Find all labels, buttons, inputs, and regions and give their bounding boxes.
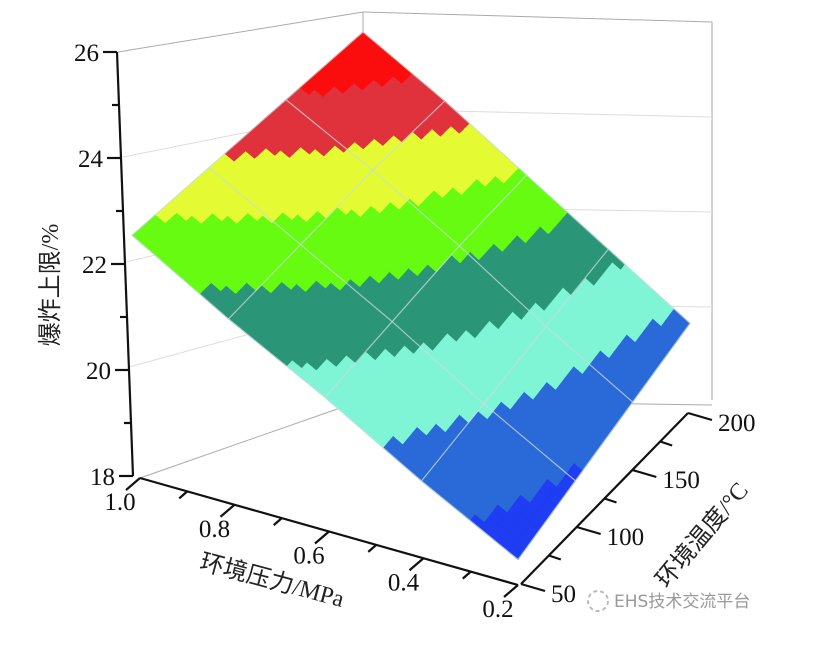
x-tick-label: 0.4 (388, 569, 420, 596)
mesh-line-pressure (228, 100, 446, 320)
y-tick-label: 100 (607, 524, 645, 551)
box-edge (362, 11, 713, 23)
z-tick-label: 24 (78, 146, 104, 173)
x-axis-tick (503, 584, 519, 598)
x-axis-tick (125, 477, 141, 491)
y-axis-tick (604, 497, 617, 504)
x-axis-tick (314, 530, 330, 545)
x-axis-tick (178, 490, 188, 500)
box-edge (117, 11, 364, 53)
y-axis-tick (687, 411, 713, 422)
x-axis-tick (408, 557, 425, 572)
surface (131, 31, 691, 561)
y-axis-tick (548, 554, 562, 561)
x-tick-label: 1.0 (104, 489, 135, 516)
z-tick-label: 20 (86, 358, 111, 385)
y-tick-label: 50 (551, 581, 576, 608)
y-tick-label: 150 (662, 467, 700, 494)
y-axis-tick (632, 468, 657, 479)
axes: 18 20 22 24 26 1.0 0.8 0.6 0.4 0.2 50 100 150 200 (74, 40, 756, 623)
y-tick-label: 200 (718, 410, 756, 437)
watermark-text: EHS技术交流平台 (614, 592, 750, 612)
y-axis-tick (659, 440, 673, 447)
z-axis-title: 爆炸上限/% (37, 224, 64, 347)
z-tick-label: 22 (82, 252, 107, 279)
surface-mesh (131, 31, 691, 560)
box-edge (139, 399, 364, 479)
y-axis-tick (576, 525, 601, 536)
x-tick-label: 0.2 (482, 596, 513, 623)
z-tick-label: 18 (90, 464, 115, 491)
y-axis-tick (520, 582, 546, 593)
mesh-line-pressure (421, 248, 609, 482)
x-axis-title: 环境压力/MPa (197, 549, 347, 613)
mesh-line-pressure (324, 174, 527, 398)
mesh-line-pressure (131, 31, 364, 236)
watermark-logo-icon (587, 590, 609, 612)
z-tick-label: 26 (74, 40, 99, 67)
x-axis-tick (462, 570, 472, 580)
mesh-line-pressure (517, 322, 691, 560)
x-tick-label: 0.8 (199, 516, 230, 543)
x-axis-tick (273, 517, 283, 526)
y-axis-title: 环境温度/°C (651, 477, 754, 593)
x-tick-label: 0.6 (293, 543, 324, 570)
x-axis-tick (367, 544, 377, 553)
watermark: EHS技术交流平台 (587, 590, 750, 612)
x-axis-tick (219, 503, 236, 518)
